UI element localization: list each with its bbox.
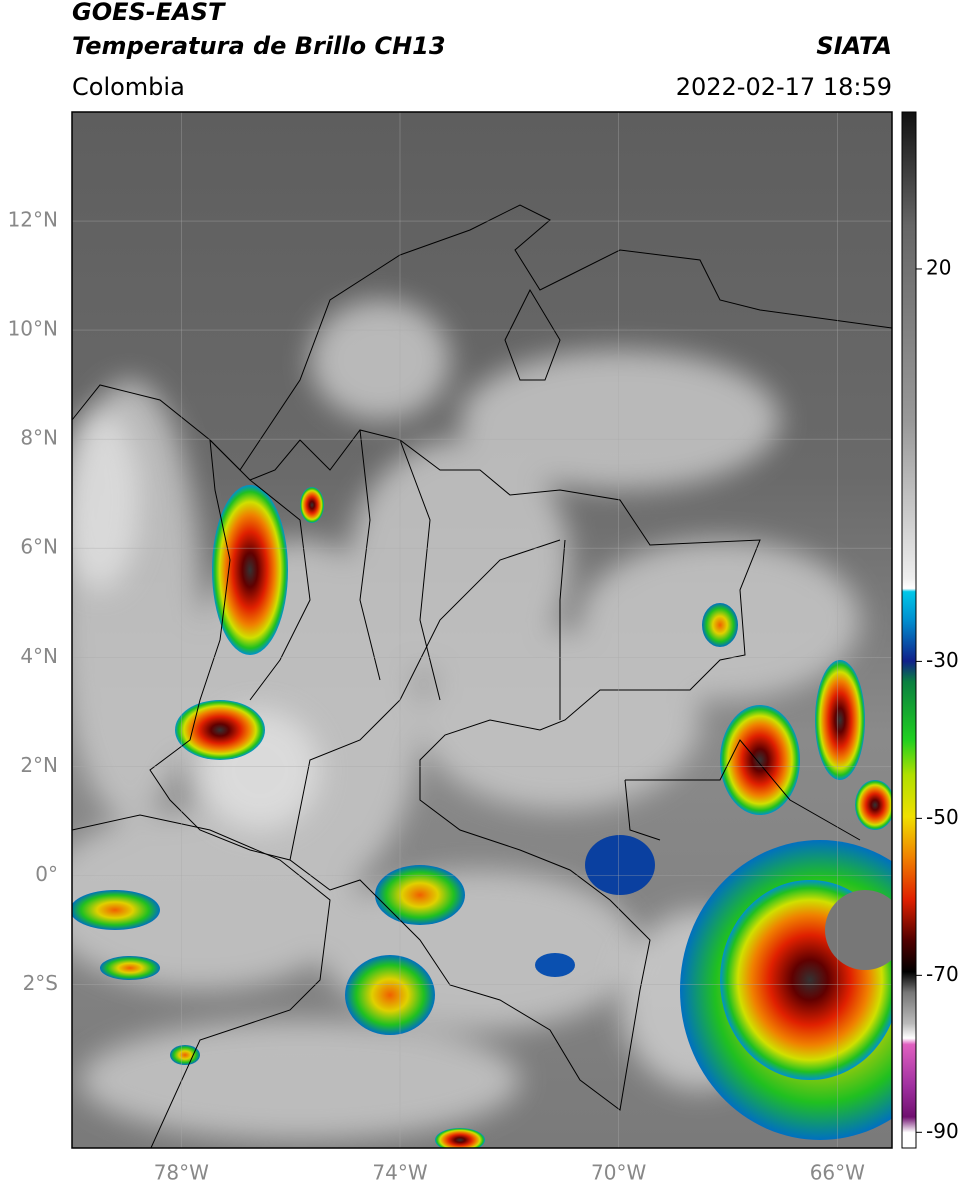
grid	[72, 112, 892, 1148]
colorbar-tick-label: -70	[926, 962, 959, 986]
colorbar-tick-label: -90	[926, 1119, 959, 1143]
colorbar-tick-label: 20	[926, 255, 951, 279]
y-tick-label: 12°N	[8, 208, 58, 232]
y-tick-label: 10°N	[8, 317, 58, 341]
colorbar-tick-label: -50	[926, 805, 959, 829]
title: GOES-EAST	[72, 0, 226, 26]
map-frame	[71, 111, 893, 1149]
y-tick-label: 2°S	[23, 971, 58, 995]
x-tick-label: 74°W	[372, 1161, 427, 1185]
colorbar-tick-label: -30	[926, 648, 959, 672]
x-tick-label: 70°W	[591, 1161, 646, 1185]
y-tick-label: 0°	[35, 862, 58, 886]
subtitle: Temperatura de Brillo CH13	[72, 32, 446, 60]
y-tick-label: 8°N	[20, 426, 58, 450]
satellite-image	[72, 112, 892, 1148]
datetime: 2022-02-17 18:59	[676, 73, 892, 101]
y-tick-label: 2°N	[20, 753, 58, 777]
y-tick-label: 4°N	[20, 644, 58, 668]
source: SIATA	[816, 32, 892, 60]
region: Colombia	[72, 73, 185, 101]
x-tick-label: 78°W	[154, 1161, 209, 1185]
colorbar	[901, 111, 917, 1149]
x-tick-label: 66°W	[810, 1161, 865, 1185]
y-tick-label: 6°N	[20, 535, 58, 559]
